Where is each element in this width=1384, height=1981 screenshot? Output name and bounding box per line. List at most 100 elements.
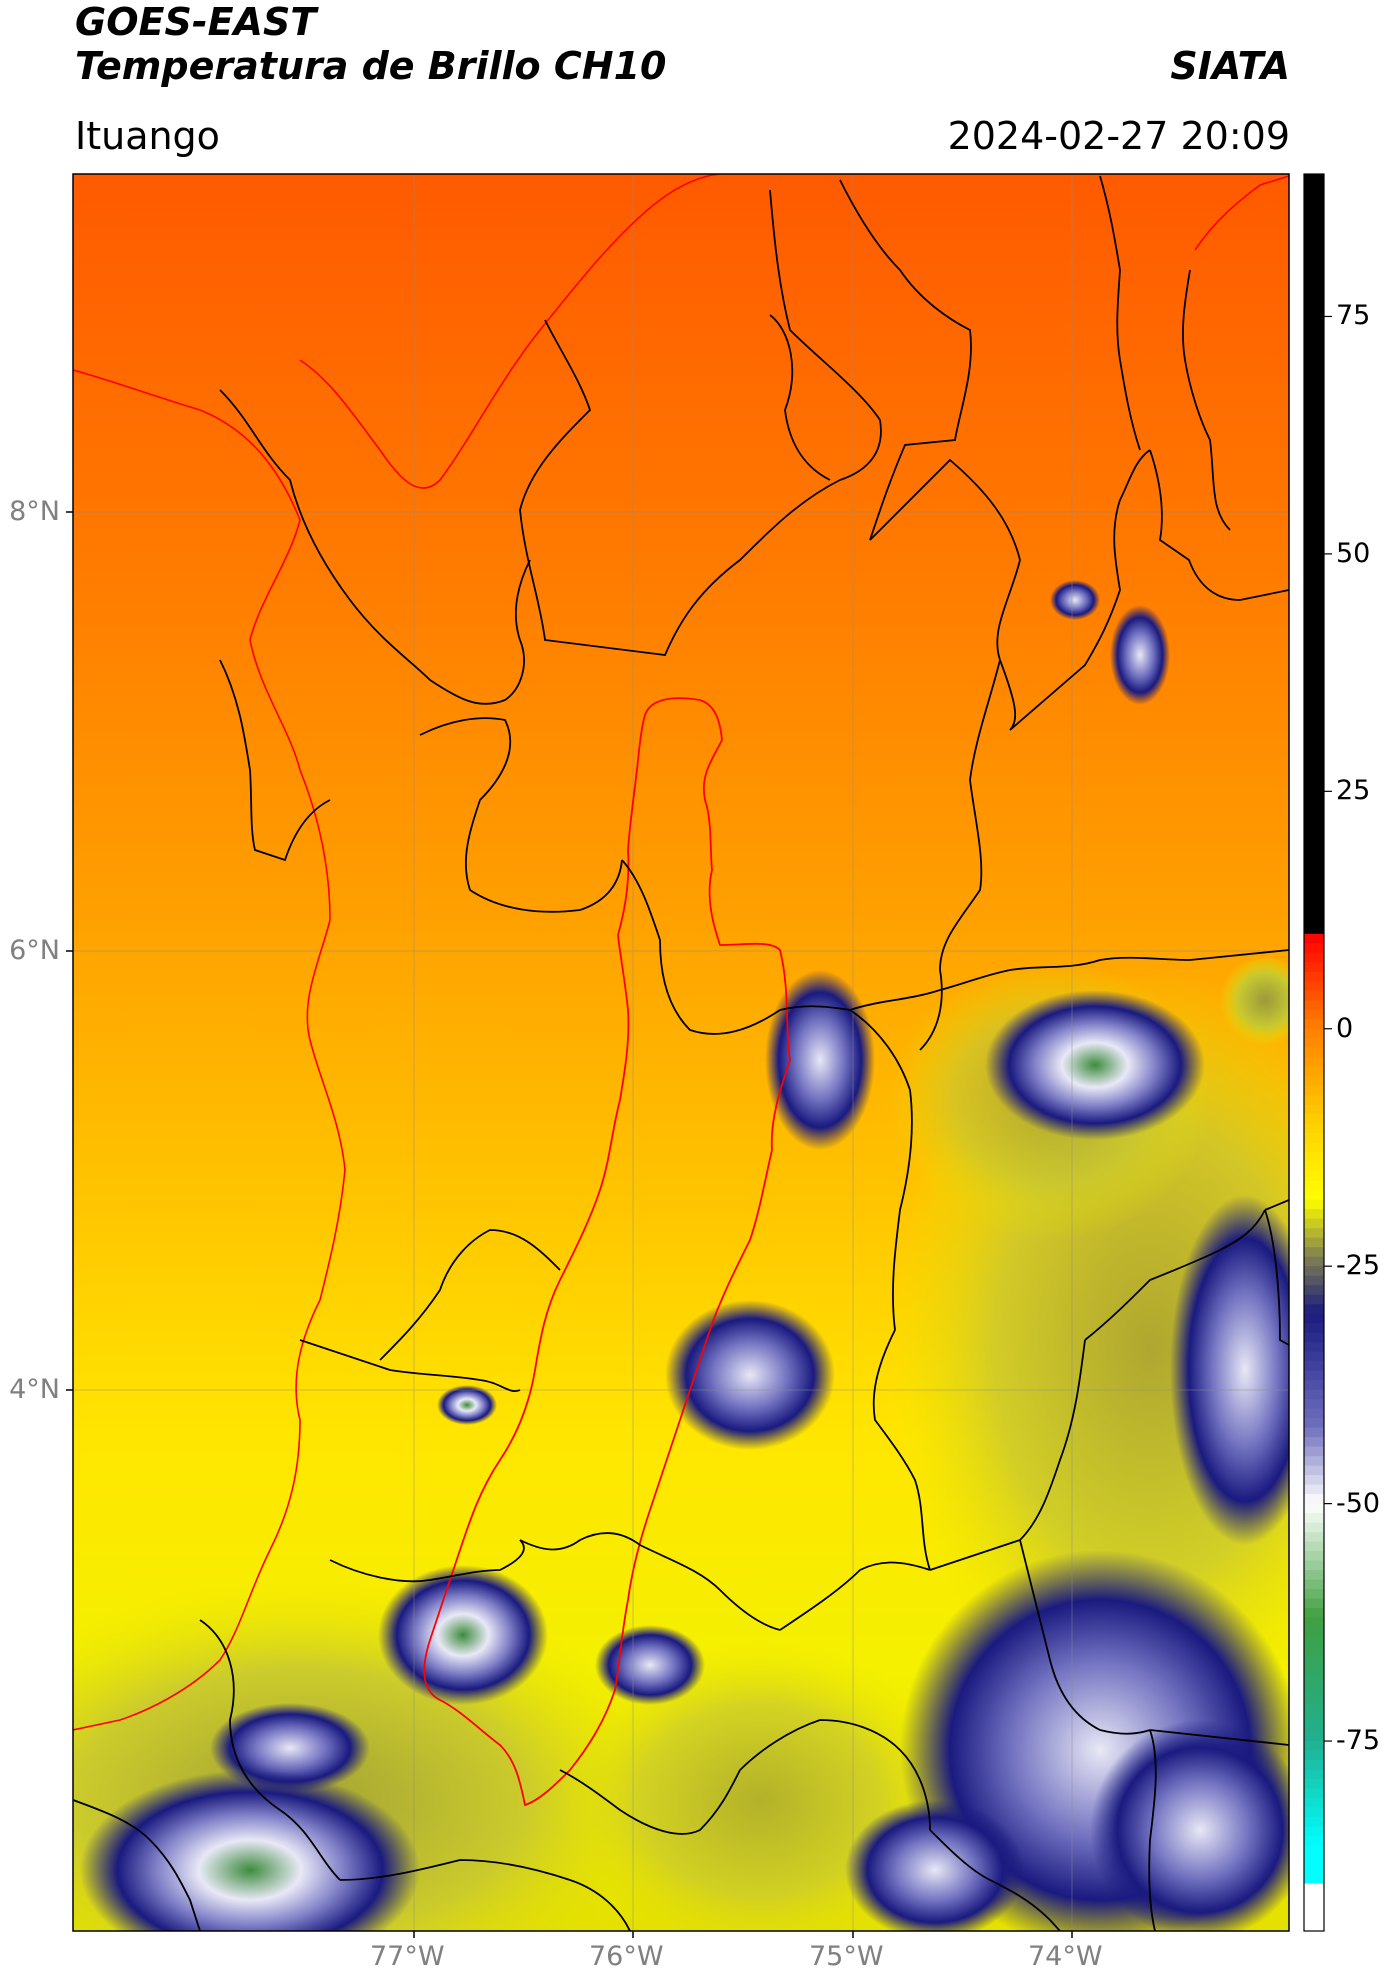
colorbar-segment bbox=[1304, 905, 1324, 916]
colorbar-segment bbox=[1304, 1380, 1324, 1391]
cloud-cell bbox=[1110, 605, 1170, 705]
colorbar-segment bbox=[1304, 458, 1324, 470]
colorbar-segment bbox=[1304, 392, 1324, 403]
colorbar-segment bbox=[1304, 1883, 1324, 1894]
colorbar-segment bbox=[1304, 449, 1324, 460]
colorbar-segment bbox=[1304, 1076, 1324, 1087]
colorbar-segment bbox=[1304, 1152, 1324, 1163]
antioquia-boundary bbox=[423, 697, 791, 1807]
colorbar-segment bbox=[1304, 1570, 1324, 1581]
colorbar-segment bbox=[1304, 1665, 1324, 1676]
region-label: Ituango bbox=[75, 114, 220, 158]
colorbar-segment bbox=[1304, 1190, 1324, 1201]
colorbar-segment bbox=[1304, 981, 1324, 992]
colorbar-segment bbox=[1304, 1446, 1324, 1457]
colorbar-segment bbox=[1304, 525, 1324, 536]
product-title: Temperatura de Brillo CH10 bbox=[75, 44, 667, 88]
colorbar-segment bbox=[1304, 658, 1324, 669]
colorbar-segment bbox=[1304, 582, 1324, 593]
colorbar-segment bbox=[1304, 515, 1324, 526]
colorbar-segment bbox=[1304, 1788, 1324, 1799]
colorbar-segment bbox=[1304, 278, 1324, 289]
colorbar-segment bbox=[1304, 1038, 1324, 1049]
colorbar-segment bbox=[1304, 1760, 1324, 1771]
colorbar-segment bbox=[1304, 1085, 1324, 1096]
colorbar-segment bbox=[1304, 268, 1324, 280]
lat-tick-label: 8°N bbox=[9, 496, 60, 527]
colorbar-segment bbox=[1304, 1171, 1324, 1182]
colorbar-segment bbox=[1304, 1066, 1324, 1077]
colorbar-segment bbox=[1304, 1114, 1324, 1125]
colorbar-segment bbox=[1304, 924, 1324, 935]
cloud-cell bbox=[437, 1385, 497, 1425]
colorbar-segment bbox=[1304, 1579, 1324, 1590]
colorbar-segment bbox=[1304, 174, 1324, 185]
colorbar-segment bbox=[1304, 1456, 1324, 1467]
colorbar-segment bbox=[1304, 1636, 1324, 1647]
colorbar-segment bbox=[1304, 838, 1324, 849]
colorbar-segment bbox=[1304, 468, 1324, 479]
colorbar-segment bbox=[1304, 1047, 1324, 1058]
colorbar-segment bbox=[1304, 1912, 1324, 1923]
gridlines bbox=[73, 174, 1289, 1931]
colorbar-segment bbox=[1304, 781, 1324, 792]
colorbar-segment bbox=[1304, 230, 1324, 242]
colorbar-segment bbox=[1304, 477, 1324, 489]
colorbar-segment bbox=[1304, 971, 1324, 982]
coastline-ne bbox=[1194, 175, 1289, 251]
lat-tick-label: 6°N bbox=[9, 935, 60, 966]
lat-tick-label: 4°N bbox=[9, 1374, 60, 1405]
colorbar-segment bbox=[1304, 639, 1324, 650]
colorbar-segment bbox=[1304, 1342, 1324, 1353]
colorbar-segment bbox=[1304, 1779, 1324, 1790]
colorbar-segment bbox=[1304, 1180, 1324, 1191]
colorbar-segment bbox=[1304, 591, 1324, 602]
colorbar-segment bbox=[1304, 1418, 1324, 1429]
colorbar-segment bbox=[1304, 1323, 1324, 1334]
colorbar-segment bbox=[1304, 677, 1324, 688]
colorbar-segment bbox=[1304, 306, 1324, 318]
colorbar-segment bbox=[1304, 734, 1324, 745]
colorbar-segment bbox=[1304, 563, 1324, 574]
colorbar-segment bbox=[1304, 1332, 1324, 1343]
colorbar-segment bbox=[1304, 373, 1324, 384]
colorbar-segment bbox=[1304, 1313, 1324, 1324]
colorbar-segment bbox=[1304, 572, 1324, 583]
colorbar-segment bbox=[1304, 1864, 1324, 1875]
colorbar-segment bbox=[1304, 772, 1324, 783]
colorbar-segment bbox=[1304, 1522, 1324, 1533]
colorbar-segment bbox=[1304, 1294, 1324, 1305]
colorbar-segment bbox=[1304, 715, 1324, 726]
colorbar-segment bbox=[1304, 914, 1324, 925]
colorbar-segment bbox=[1304, 819, 1324, 830]
colorbar bbox=[1303, 173, 1332, 1932]
colorbar-segment bbox=[1304, 382, 1324, 394]
colorbar-segment bbox=[1304, 192, 1324, 204]
cloud-cell bbox=[80, 1770, 420, 1931]
lon-tick-label: 76°W bbox=[589, 1941, 664, 1972]
colorbar-segment bbox=[1304, 1484, 1324, 1495]
colorbar-segment bbox=[1304, 1807, 1324, 1818]
satellite-title: GOES-EAST bbox=[75, 0, 317, 44]
colorbar-segment bbox=[1304, 686, 1324, 697]
coastline bbox=[73, 369, 346, 1731]
colorbar-segment bbox=[1304, 1741, 1324, 1752]
cloud-cell bbox=[1050, 580, 1100, 620]
colorbar-segment bbox=[1304, 534, 1324, 545]
colorbar-segment bbox=[1304, 1513, 1324, 1524]
colorbar-segment bbox=[1304, 1209, 1324, 1220]
colorbar-segment bbox=[1304, 1142, 1324, 1153]
colorbar-segment bbox=[1304, 1617, 1324, 1628]
cloud-cell bbox=[845, 1800, 1025, 1931]
colorbar-segment bbox=[1304, 325, 1324, 337]
colorbar-segment bbox=[1304, 420, 1324, 432]
colorbar-segment bbox=[1304, 287, 1324, 299]
colorbar-segment bbox=[1304, 1845, 1324, 1856]
agency-label: SIATA bbox=[1170, 44, 1290, 88]
colorbar-segment bbox=[1304, 1465, 1324, 1476]
colorbar-segment bbox=[1304, 1437, 1324, 1448]
colorbar-segment bbox=[1304, 363, 1324, 375]
colorbar-segment bbox=[1304, 1589, 1324, 1600]
cloud-cell bbox=[665, 1300, 835, 1450]
colorbar-segment bbox=[1304, 344, 1324, 356]
